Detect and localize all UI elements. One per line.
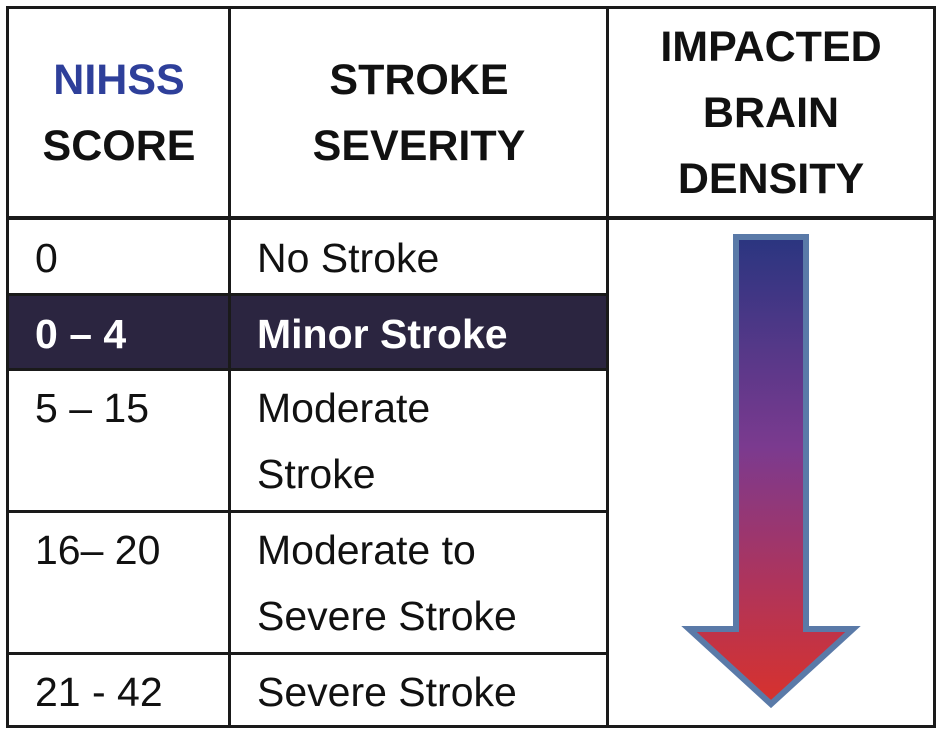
severity-cell: Moderate Stroke	[231, 371, 607, 507]
severity-cell: Severe Stroke	[257, 669, 517, 715]
down-arrow-gradient-icon	[681, 234, 861, 709]
score-cell: 16– 20	[35, 527, 161, 573]
nihss-table: NIHSS SCORE STROKE SEVERITY IMPACTED BRA…	[6, 6, 936, 728]
severity-line: Stroke	[257, 451, 376, 497]
divider-col-1	[228, 9, 231, 725]
divider-header	[9, 216, 933, 220]
score-cell: 5 – 15	[35, 385, 149, 431]
header-stroke-label: STROKE	[329, 56, 509, 104]
header-impacted-brain-density: IMPACTED BRAIN DENSITY	[609, 9, 933, 217]
divider-row-4	[9, 652, 609, 655]
divider-col-2	[606, 9, 609, 725]
severity-line: Severe Stroke	[257, 593, 517, 639]
severity-cell: Moderate to Severe Stroke	[231, 513, 607, 649]
divider-row-2	[9, 368, 609, 371]
score-cell: 0 – 4	[35, 311, 127, 357]
header-severity-label: SEVERITY	[312, 122, 526, 170]
divider-row-1	[9, 293, 609, 296]
highlight-row	[9, 295, 607, 369]
severity-line: Moderate to	[257, 527, 476, 573]
divider-row-3	[9, 510, 609, 513]
header-nihss-score: NIHSS SCORE	[9, 9, 229, 217]
header-impacted-label: IMPACTED	[660, 23, 882, 71]
score-cell: 0	[35, 235, 58, 281]
severity-cell: No Stroke	[257, 235, 440, 281]
severity-cell: Minor Stroke	[257, 311, 508, 357]
header-nihss-label: NIHSS	[53, 56, 185, 104]
header-stroke-severity: STROKE SEVERITY	[231, 9, 607, 217]
header-density-label: DENSITY	[677, 155, 865, 203]
score-cell: 21 - 42	[35, 669, 163, 715]
header-brain-label: BRAIN	[702, 89, 840, 137]
header-score-label: SCORE	[42, 122, 196, 170]
severity-line: Moderate	[257, 385, 431, 431]
